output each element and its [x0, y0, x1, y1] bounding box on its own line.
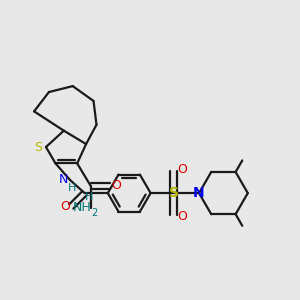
Text: O: O [112, 179, 122, 192]
Text: N: N [193, 186, 205, 200]
Text: O: O [177, 163, 187, 176]
Text: N: N [58, 173, 68, 186]
Text: H: H [85, 192, 93, 202]
Text: NH: NH [73, 202, 92, 214]
Text: S: S [34, 140, 43, 154]
Text: O: O [177, 210, 187, 224]
Text: H: H [68, 183, 76, 193]
Text: S: S [169, 186, 179, 200]
Text: 2: 2 [91, 208, 97, 218]
Text: O: O [60, 200, 70, 213]
